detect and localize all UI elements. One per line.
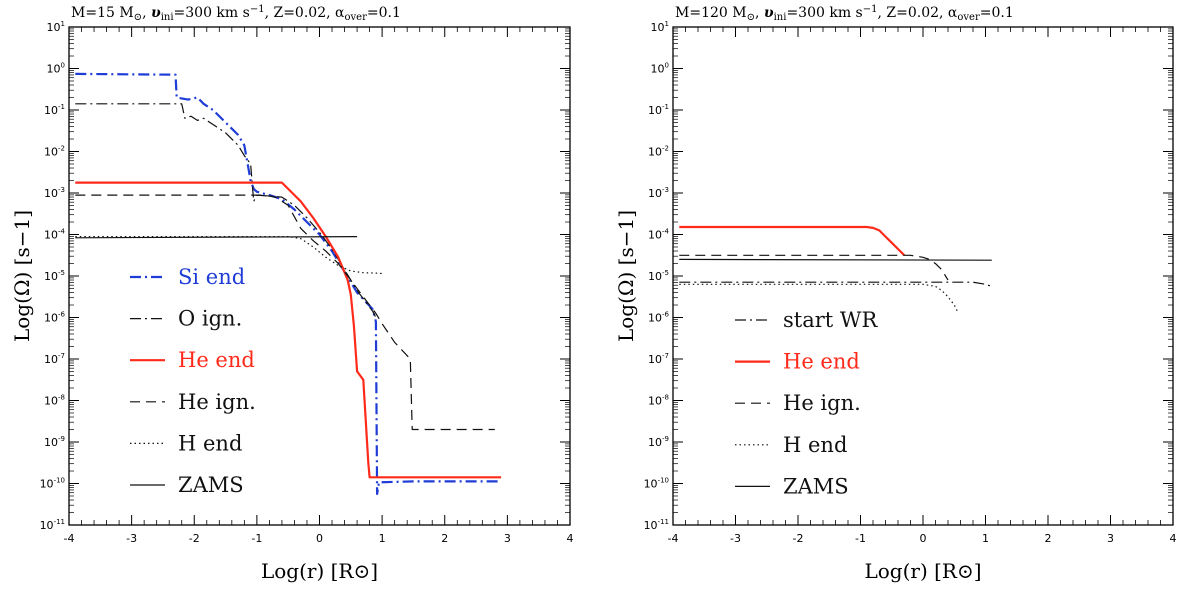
series-line-he-ign- xyxy=(679,254,949,281)
x-tick-label: 3 xyxy=(1107,532,1114,545)
chart-panel-1: M=15 M⊙, υini=300 km s−1, Z=0.02, αover=… xyxy=(10,4,574,583)
y-tick-label: 10-9 xyxy=(648,435,669,449)
y-tick-label: 10-6 xyxy=(44,311,66,325)
y-tick-label: 10-10 xyxy=(644,477,669,491)
series-line-si-end xyxy=(75,72,502,495)
legend-label: He end xyxy=(178,348,255,372)
x-tick-label: 2 xyxy=(441,532,448,545)
series-line-h-end xyxy=(679,283,958,312)
legend-label: He end xyxy=(783,350,860,374)
y-tick-label: 10-2 xyxy=(648,145,669,159)
y-tick-label: 101 xyxy=(651,20,669,34)
y-tick-label: 10-10 xyxy=(40,477,65,491)
y-tick-label: 10-6 xyxy=(648,311,670,325)
x-tick-label: -2 xyxy=(189,532,200,545)
y-tick-label: 10-7 xyxy=(648,352,669,366)
y-tick-label: 10-1 xyxy=(648,103,669,117)
y-tick-label: 10-11 xyxy=(644,518,669,532)
y-tick-label: 10-4 xyxy=(648,228,670,242)
y-tick-label: 100 xyxy=(47,62,65,76)
y-tick-label: 10-11 xyxy=(40,518,65,532)
series-line-zams xyxy=(75,236,358,239)
x-tick-label: 4 xyxy=(567,532,574,545)
x-tick-label: 0 xyxy=(920,532,927,545)
series-line-he-end xyxy=(679,225,906,257)
x-tick-label: -3 xyxy=(730,532,741,545)
chart-title: M=120 M⊙, υini=300 km s−1, Z=0.02, αover… xyxy=(675,4,1014,23)
legend-label: Si end xyxy=(178,265,245,289)
plot-frame xyxy=(672,26,1174,526)
legend-label: start WR xyxy=(783,308,878,332)
x-tick-label: 1 xyxy=(982,532,989,545)
y-tick-label: 10-8 xyxy=(648,394,669,408)
chart-title: M=15 M⊙, υini=300 km s−1, Z=0.02, αover=… xyxy=(71,4,401,23)
y-tick-label: 10-9 xyxy=(44,435,65,449)
series-line-he-ign- xyxy=(75,194,495,431)
y-tick-label: 10-4 xyxy=(44,228,66,242)
series-line-he-end xyxy=(75,181,502,479)
y-tick-label: 101 xyxy=(47,20,65,34)
legend-label: H end xyxy=(178,431,242,455)
y-tick-label: 10-5 xyxy=(44,269,65,283)
chart-panel-2: M=120 M⊙, υini=300 km s−1, Z=0.02, αover… xyxy=(614,4,1177,583)
x-tick-label: -3 xyxy=(126,532,137,545)
y-axis-label: Log(Ω) [s−1] xyxy=(614,210,638,342)
legend-label: He ign. xyxy=(178,390,256,414)
y-tick-label: 10-5 xyxy=(648,269,669,283)
y-tick-label: 10-2 xyxy=(44,145,65,159)
legend-label: O ign. xyxy=(178,307,242,331)
x-tick-label: 0 xyxy=(316,532,323,545)
y-tick-label: 10-7 xyxy=(44,352,65,366)
y-axis-label: Log(Ω) [s−1] xyxy=(10,210,34,342)
y-tick-label: 10-8 xyxy=(44,394,65,408)
x-tick-label: -2 xyxy=(793,532,804,545)
x-tick-label: -4 xyxy=(64,532,75,545)
x-tick-label: 1 xyxy=(379,532,386,545)
x-tick-label: -4 xyxy=(668,532,679,545)
y-tick-label: 100 xyxy=(651,62,669,76)
y-tick-label: 10-3 xyxy=(44,186,65,200)
legend-label: ZAMS xyxy=(783,474,849,498)
series-line-zams xyxy=(679,258,992,261)
y-tick-label: 10-3 xyxy=(648,186,669,200)
x-tick-label: -1 xyxy=(251,532,262,545)
x-tick-label: -1 xyxy=(855,532,866,545)
legend-label: ZAMS xyxy=(178,473,244,497)
series-line-start-wr xyxy=(679,281,992,287)
legend-label: He ign. xyxy=(783,391,861,415)
x-tick-label: 3 xyxy=(504,532,511,545)
x-tick-label: 4 xyxy=(1170,532,1177,545)
x-axis-label: Log(r) [R⊙] xyxy=(261,559,378,583)
x-axis-label: Log(r) [R⊙] xyxy=(864,559,981,583)
legend-label: H end xyxy=(783,433,847,457)
plot-frame xyxy=(68,26,571,526)
x-tick-label: 2 xyxy=(1045,532,1052,545)
y-tick-label: 10-1 xyxy=(44,103,65,117)
